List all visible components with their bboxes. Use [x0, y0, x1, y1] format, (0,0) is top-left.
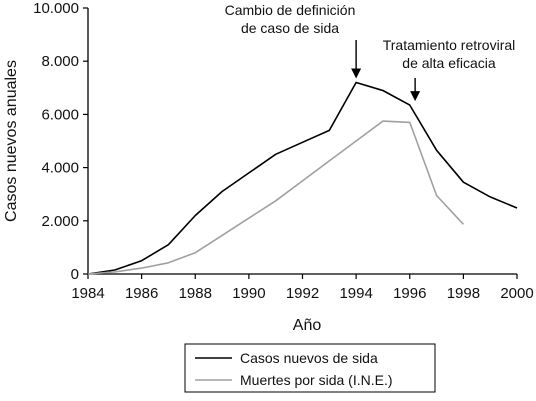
x-tick-label: 2000: [500, 285, 533, 302]
annotation-arrow-head: [351, 68, 362, 79]
y-tick-label: 4.000: [41, 160, 79, 177]
annotations: Cambio de definición de caso de sida Trata…: [225, 2, 516, 102]
series-line-deaths: [87, 120, 464, 275]
x-tick-label: 1994: [339, 285, 372, 302]
y-tick-label: 10.000: [33, 0, 79, 17]
x-tick-label: 1996: [393, 285, 426, 302]
y-axis-title: Casos nuevos anuales: [3, 60, 20, 222]
x-tick-label: 1998: [447, 285, 480, 302]
y-tick-label: 0: [71, 266, 79, 283]
annotation-text: de caso de sida: [241, 20, 339, 36]
legend-label-cases: Casos nuevos de sida: [240, 350, 378, 366]
series-line-cases: [87, 81, 518, 275]
series-lines: [87, 81, 518, 275]
x-tick-label: 1984: [71, 285, 104, 302]
x-axis-title: Año: [293, 317, 322, 334]
y-tick-label: 2.000: [41, 213, 79, 230]
annotation-text: de alta eficacia: [402, 55, 496, 71]
annotation-text: Cambio de definición: [225, 2, 356, 18]
y-tick-label: 6.000: [41, 106, 79, 123]
tick-labels: 0 2.000 4.000 6.000 8.000 10.000 1984 1986 1988 1…: [33, 0, 534, 302]
legend: Casos nuevos de sida Muertes por sida (I…: [184, 343, 436, 393]
x-tick-label: 1990: [232, 285, 265, 302]
annotation-arrow-head: [410, 91, 421, 102]
annotation-text: Tratamiento retroviral: [383, 37, 516, 53]
x-tick-label: 1992: [286, 285, 319, 302]
y-tick-label: 8.000: [41, 53, 79, 70]
legend-label-deaths: Muertes por sida (I.N.E.): [240, 372, 393, 388]
x-tick-label: 1986: [125, 285, 158, 302]
axes: [83, 7, 518, 279]
legend-box: [184, 343, 436, 393]
x-tick-label: 1988: [179, 285, 212, 302]
